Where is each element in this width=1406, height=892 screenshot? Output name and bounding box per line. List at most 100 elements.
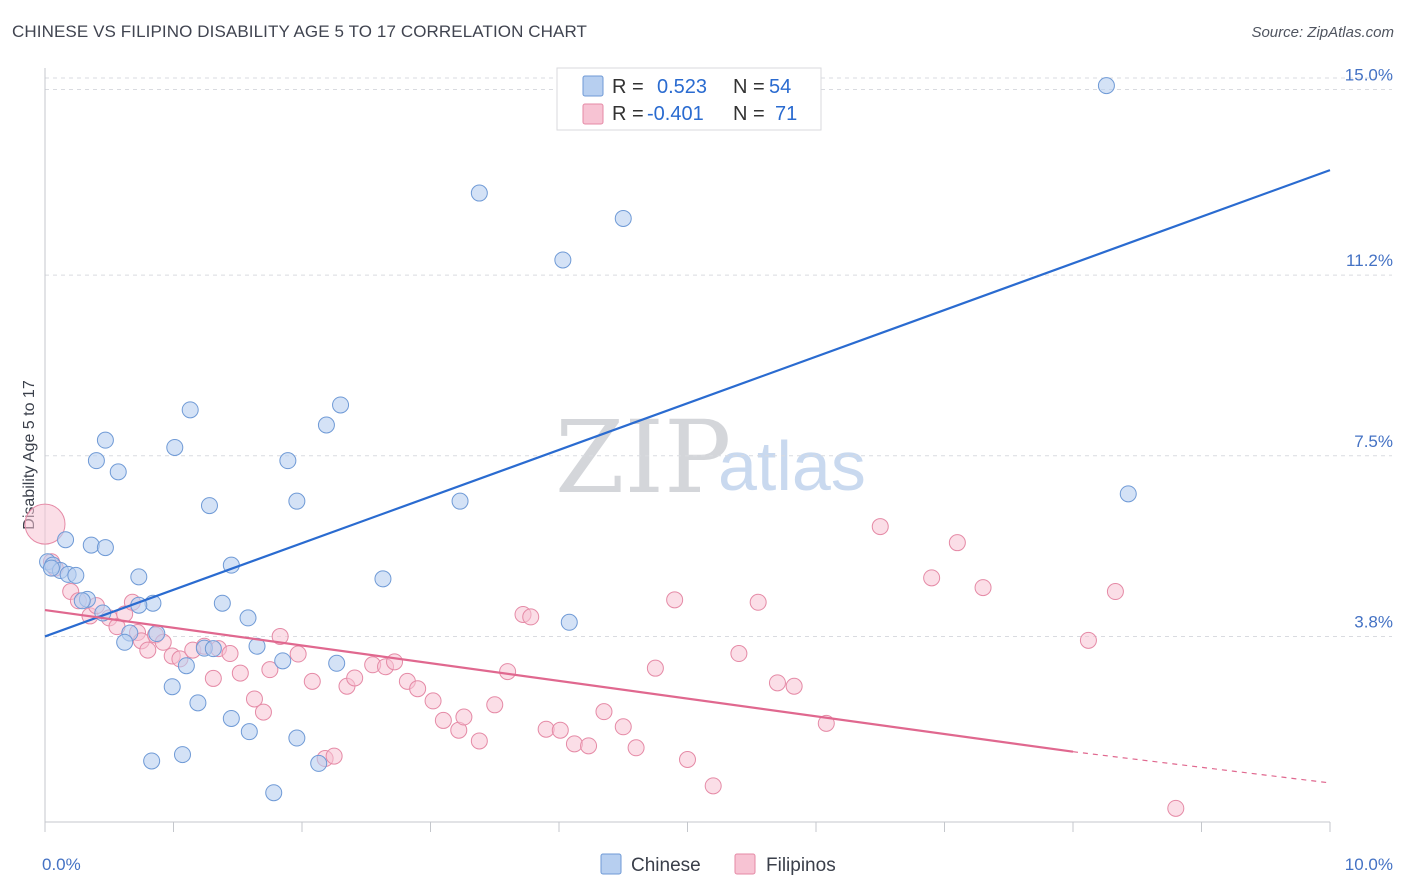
chinese-point (239, 609, 257, 627)
chinese-point (328, 654, 346, 672)
y-tick-label-0: 3.8% (1354, 612, 1393, 631)
chinese-point (204, 640, 222, 658)
chinese-point (96, 539, 114, 557)
chinese-point (265, 784, 283, 802)
filipinos-point (1106, 583, 1124, 601)
bottom-legend-chinese: Chinese (631, 855, 701, 876)
chinese-point (166, 438, 184, 456)
axes (44, 68, 1331, 832)
chinese-trendline (44, 169, 1331, 638)
legend-n-label-filipinos: N = (733, 103, 765, 125)
trendlines (44, 169, 1331, 784)
filipinos-point (254, 703, 272, 721)
filipinos-point (704, 777, 722, 795)
filipinos-point (1167, 799, 1185, 817)
filipinos-point (261, 661, 279, 679)
y-tick-label-1: 7.5% (1354, 432, 1393, 451)
filipinos-point (486, 696, 504, 714)
filipinos-point (409, 680, 427, 698)
chinese-point (96, 431, 114, 449)
filipinos-point (204, 669, 222, 687)
filipinos-point (434, 711, 452, 729)
filipinos-point (768, 674, 786, 692)
filipinos-trendline-extension (1072, 751, 1331, 784)
legend-swatch-filipinos (582, 103, 604, 125)
chinese-point (82, 536, 100, 554)
filipinos-point (595, 703, 613, 721)
filipinos-point (522, 608, 540, 626)
chinese-point (173, 746, 191, 764)
chinese-point (189, 694, 207, 712)
chinese-point (614, 209, 632, 227)
chinese-point (470, 184, 488, 202)
y-tick-label-3: 15.0% (1345, 66, 1393, 85)
filipinos-point (817, 714, 835, 732)
stats-legend: R = 0.523 N = 54 R = -0.401 N = 71 (556, 67, 822, 131)
chinese-point (116, 633, 134, 651)
filipinos-point (580, 737, 598, 755)
chinese-point (560, 613, 578, 631)
filipinos-trendline (44, 608, 1074, 753)
chinese-point (332, 396, 350, 414)
filipinos-point (948, 534, 966, 552)
legend-n-value-filipinos: 71 (775, 103, 797, 125)
chinese-point (1097, 77, 1115, 95)
y-tick-label-2: 11.2% (1346, 251, 1393, 270)
filipinos-point (346, 669, 364, 687)
chinese-point (177, 657, 195, 675)
chinese-point (130, 568, 148, 586)
chinese-point (181, 401, 199, 419)
series-legend: Chinese Filipinos (600, 853, 836, 876)
watermark-zip: ZIP (555, 399, 731, 516)
chinese-point (200, 497, 218, 515)
filipinos-point (303, 672, 321, 690)
filipinos-point (139, 641, 157, 659)
filipinos-points (24, 503, 1185, 817)
x-tick-labels: 0.0% 10.0% (42, 855, 1393, 874)
chinese-points (39, 77, 1137, 802)
filipinos-point (221, 645, 239, 663)
chinese-point (109, 463, 127, 481)
legend-swatch-chinese (582, 75, 604, 97)
filipinos-point (289, 645, 307, 663)
filipinos-point (537, 720, 555, 738)
chinese-point (42, 559, 60, 577)
bottom-legend-swatch-chinese (600, 853, 622, 875)
chinese-point (240, 723, 258, 741)
filipinos-point (325, 747, 343, 765)
x-tick-label-1: 10.0% (1345, 855, 1393, 874)
legend-r-value-filipinos: -0.401 (647, 103, 704, 125)
filipinos-point (749, 593, 767, 611)
filipinos-point (24, 503, 66, 545)
filipinos-point (271, 627, 289, 645)
source-label: Source: ZipAtlas.com (1251, 24, 1394, 41)
x-tick-label-0: 0.0% (42, 855, 81, 874)
chinese-point (222, 709, 240, 727)
filipinos-point (551, 721, 569, 739)
filipinos-point (785, 677, 803, 695)
chinese-point (73, 592, 91, 610)
chinese-point (148, 625, 166, 643)
chinese-point (288, 729, 306, 747)
chinese-point (57, 531, 75, 549)
chinese-point (374, 570, 392, 588)
filipinos-point (923, 569, 941, 587)
filipinos-point (1079, 631, 1097, 649)
legend-r-value-chinese: 0.523 (657, 76, 707, 98)
filipinos-point (470, 732, 488, 750)
chinese-point (451, 492, 469, 510)
chinese-point (288, 492, 306, 510)
chinese-point (279, 452, 297, 470)
filipinos-point (679, 750, 696, 768)
chinese-point (67, 566, 85, 584)
filipinos-point (231, 664, 249, 682)
y-tick-labels: 3.8% 7.5% 11.2% 15.0% (1345, 66, 1393, 632)
legend-n-value-chinese: 54 (769, 76, 791, 98)
chinese-point (310, 754, 328, 772)
y-axis-label: Disability Age 5 to 17 (21, 380, 38, 530)
filipinos-point (627, 739, 645, 757)
legend-r-label-chinese: R = (612, 76, 644, 98)
filipinos-point (245, 690, 263, 708)
filipinos-point (666, 591, 684, 609)
